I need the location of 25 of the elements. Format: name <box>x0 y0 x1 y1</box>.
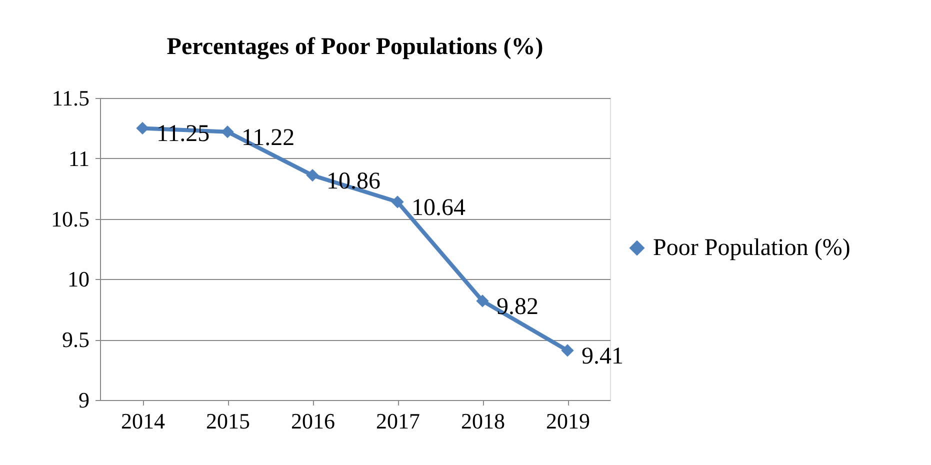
point <box>136 122 149 135</box>
x-tick-label: 2018 <box>461 408 505 434</box>
point <box>561 344 574 357</box>
data-label: 10.86 <box>326 168 380 194</box>
point <box>391 196 404 208</box>
point <box>306 168 319 182</box>
y-tick-label: 9.5 <box>62 327 90 352</box>
y-tick-label: 10.5 <box>51 206 90 232</box>
data-label: 9.82 <box>496 294 538 320</box>
legend-label: Poor Population (%) <box>653 235 850 261</box>
chart-title: Percentages of Poor Populations (%) <box>166 34 544 60</box>
y-tick-label: 10 <box>68 266 90 292</box>
x-tick-label: 2016 <box>291 408 335 434</box>
x-tick-label: 2017 <box>376 408 420 434</box>
x-tick-label: 2014 <box>121 408 165 434</box>
x-tick-label: 2015 <box>206 408 250 434</box>
y-tick-label: 9 <box>78 388 90 412</box>
data-label: 9.41 <box>582 343 624 370</box>
point <box>476 294 489 308</box>
data-label: 10.64 <box>412 194 466 221</box>
y-tick-label: 11.5 <box>52 86 90 110</box>
data-label: 11.22 <box>242 124 295 151</box>
point <box>221 126 234 138</box>
x-tick-label: 2019 <box>546 408 590 434</box>
y-tick-label: 11 <box>68 146 90 171</box>
